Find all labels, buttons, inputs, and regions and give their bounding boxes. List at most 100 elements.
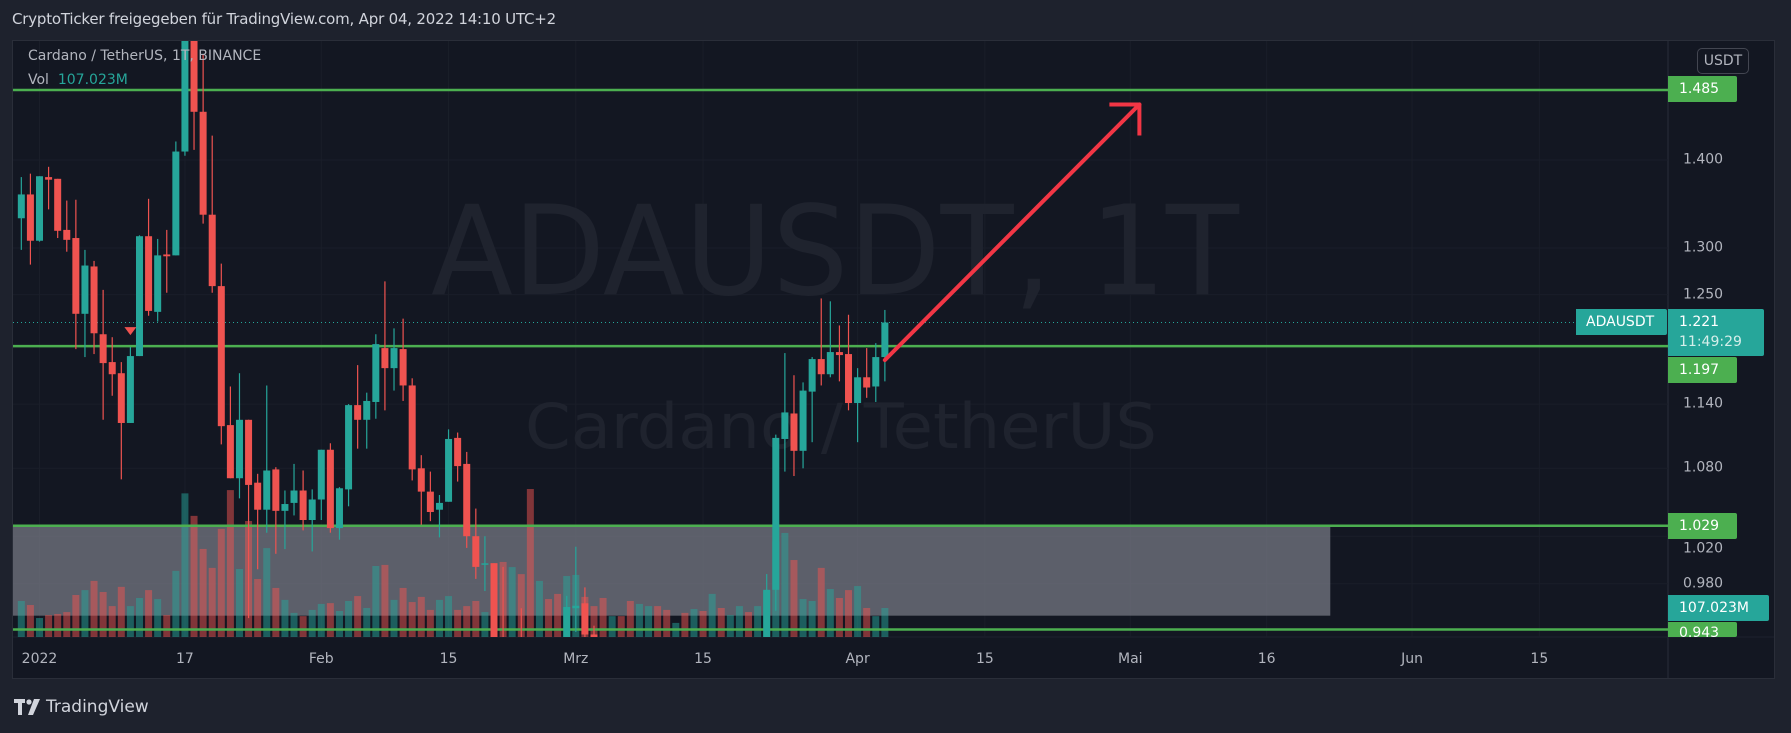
candle-body [799, 390, 807, 451]
volume-bar [699, 610, 707, 637]
candle-body [54, 178, 62, 231]
volume-bar [745, 612, 753, 637]
volume-bar [526, 489, 534, 637]
price-tick: 1.250 [1683, 286, 1724, 303]
candle-body [163, 254, 171, 257]
level-price-tag: 0.943 [1668, 622, 1737, 637]
volume-bar [408, 602, 416, 637]
candle-body [790, 413, 798, 451]
volume-bar [335, 610, 343, 637]
candle-body [226, 425, 234, 479]
volume-bar [645, 606, 653, 637]
candle-body [381, 348, 389, 369]
volume-bar [554, 593, 562, 637]
symbol-legend[interactable]: Cardano / TetherUS, 1T, BINANCE [28, 48, 262, 64]
volume-bar [481, 612, 489, 637]
volume-bar [399, 587, 407, 637]
volume-bar [599, 597, 607, 637]
volume-bar [345, 600, 353, 637]
sell-signal-marker [124, 327, 137, 336]
time-tick: Jun [1401, 651, 1424, 667]
volume-bar [663, 609, 671, 637]
volume-bar [726, 615, 734, 637]
candle-body [472, 536, 480, 567]
candle-body [90, 266, 98, 334]
volume-bar [417, 596, 425, 637]
volume-bar [872, 616, 880, 637]
volume-bar [290, 612, 298, 637]
candle-body [426, 491, 434, 512]
price-tick: 1.400 [1683, 151, 1724, 168]
candle-body [808, 359, 816, 392]
volume-bar [781, 532, 789, 637]
volume-bar [117, 586, 125, 637]
candle-body [881, 322, 889, 358]
last-price: 1.221 [1679, 314, 1720, 330]
tradingview-logo[interactable]: TradingView [14, 697, 149, 717]
candle-body [108, 362, 116, 375]
volume-bar [326, 603, 334, 637]
level-price-tag: 1.029 [1668, 513, 1737, 539]
volume-bar [808, 600, 816, 637]
price-tick: 1.020 [1683, 540, 1724, 557]
candle-body [817, 359, 825, 375]
volume-bar [717, 608, 725, 637]
volume-bar [172, 570, 180, 637]
time-tick: Mrz [563, 651, 589, 667]
volume-bar [208, 567, 216, 637]
volume-bar [99, 592, 107, 637]
currency-button[interactable]: USDT [1697, 48, 1749, 74]
volume-bar [508, 567, 516, 637]
volume-bar [390, 599, 398, 637]
volume-bar [681, 612, 689, 637]
level-lines[interactable] [13, 88, 1668, 631]
candle-body [826, 352, 834, 375]
volume-bar [154, 599, 162, 637]
candle-body [36, 176, 43, 241]
candle-body [81, 265, 89, 314]
candle-body [863, 377, 871, 388]
volume-bar [26, 605, 34, 637]
volume-bar [654, 606, 662, 637]
price-tick: 0.980 [1683, 575, 1724, 592]
volume-bar [535, 580, 543, 637]
candle-body [590, 634, 598, 637]
candle-body [518, 659, 525, 733]
volume-bar [308, 609, 316, 637]
volume-legend[interactable]: Vol 107.023M [28, 72, 128, 88]
candle-body [335, 488, 343, 529]
volume-bar [181, 493, 189, 637]
volume-bar [845, 590, 853, 637]
candle-body [417, 468, 425, 492]
volume-bar [590, 606, 598, 637]
candle-body [581, 603, 589, 635]
time-tick: 15 [975, 651, 994, 667]
candle-body [317, 449, 325, 500]
volume-bar [36, 618, 43, 637]
volume-bar [217, 528, 225, 637]
volume-bar [163, 615, 171, 637]
time-tick: 16 [1257, 651, 1276, 667]
time-tick: Apr [845, 651, 870, 667]
volume-bar [145, 590, 153, 637]
time-tick: 2022 [21, 651, 58, 667]
volume-bar [372, 565, 380, 637]
candle-body [26, 194, 34, 241]
candle-body [326, 449, 334, 529]
level-price-tag: 1.485 [1668, 76, 1737, 102]
volume-bar [445, 596, 453, 637]
candle-body [235, 419, 243, 479]
volume-bar [790, 560, 798, 637]
trend-arrow[interactable] [882, 102, 1142, 363]
candle-body [217, 286, 225, 427]
candle-body [354, 405, 362, 420]
candle-body [345, 405, 353, 490]
candle-body [299, 490, 307, 521]
watermark-name: Cardano / TetherUS [525, 390, 1157, 463]
volume-bar [63, 612, 71, 637]
volume-bar [72, 594, 80, 637]
candle-body [854, 377, 862, 404]
time-tick: 15 [439, 651, 458, 667]
candle-body [390, 348, 398, 369]
